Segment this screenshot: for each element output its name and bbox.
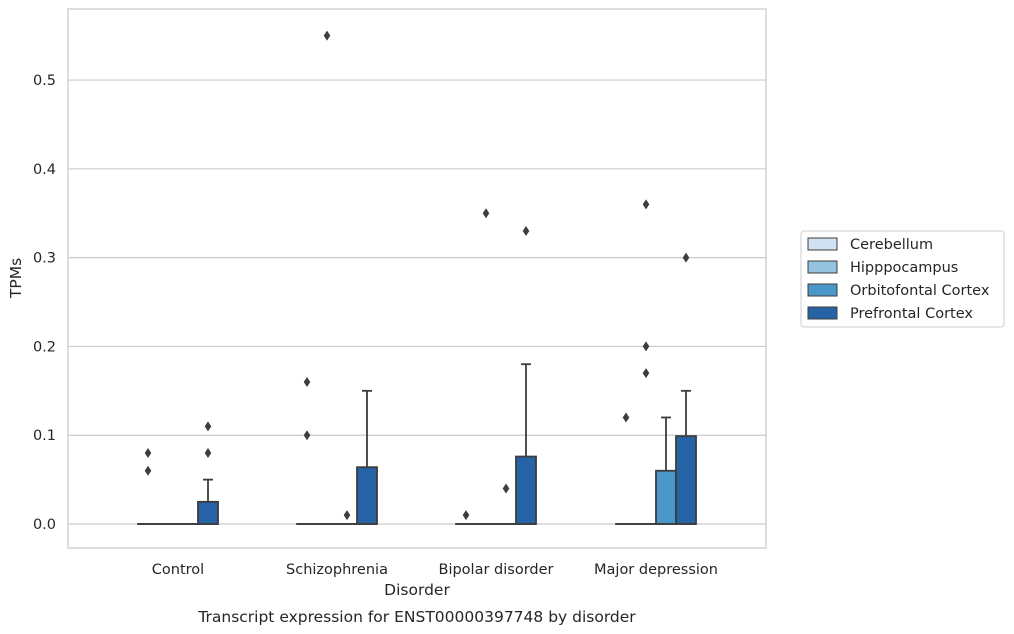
chart-caption: Transcript expression for ENST0000039774… xyxy=(197,608,636,626)
outlier-point xyxy=(622,412,630,423)
box-3-1 xyxy=(356,389,378,525)
legend-swatch xyxy=(807,237,838,251)
box-body xyxy=(197,500,219,525)
outlier-point xyxy=(204,421,212,432)
box-marks xyxy=(137,30,697,525)
outlier-point xyxy=(303,376,311,387)
box-1-2 xyxy=(475,208,497,525)
y-tick-label: 0.0 xyxy=(33,517,56,533)
box-body xyxy=(356,466,378,525)
outlier-point xyxy=(642,199,650,210)
legend-item: Cerebellum xyxy=(807,237,933,253)
legend-swatch xyxy=(807,306,838,320)
legend-item: Hipppocampus xyxy=(807,260,958,276)
box-2-2 xyxy=(495,483,517,525)
box-body xyxy=(675,435,697,525)
box-0-3 xyxy=(615,412,637,525)
box-2-1 xyxy=(336,510,358,525)
outlier-point xyxy=(522,225,530,236)
legend-label: Cerebellum xyxy=(850,237,933,253)
y-tick-label: 0.5 xyxy=(33,73,56,89)
box-1-3 xyxy=(635,199,657,525)
y-tick-label: 0.4 xyxy=(33,162,56,178)
y-axis-ticks: 0.0 0.1 0.2 0.3 0.4 0.5 xyxy=(33,73,56,533)
y-tick-label: 0.1 xyxy=(33,428,56,444)
legend-swatch xyxy=(807,283,838,297)
outlier-point xyxy=(144,447,152,458)
x-tick-label: Major depression xyxy=(594,562,718,578)
outlier-point xyxy=(642,341,650,352)
box-1-1 xyxy=(316,30,338,525)
outlier-point xyxy=(462,510,470,521)
y-tick-label: 0.2 xyxy=(33,339,56,355)
y-axis-title: TPMs xyxy=(7,258,25,299)
outlier-point xyxy=(502,483,510,494)
outlier-point xyxy=(303,430,311,441)
x-axis-title: Disorder xyxy=(384,581,450,599)
box-2-3 xyxy=(655,416,677,525)
outlier-point xyxy=(323,30,331,41)
outlier-point xyxy=(682,252,690,263)
x-axis-ticks: Control Schizophrenia Bipolar disorder Majo… xyxy=(152,562,718,578)
outlier-point xyxy=(642,368,650,379)
legend-frame xyxy=(800,230,1005,328)
x-tick-label: Bipolar disorder xyxy=(439,562,554,578)
outlier-point xyxy=(482,208,490,219)
legend: Cerebellum Hipppocampus Orbitofontal Corte… xyxy=(800,230,1005,328)
legend-item: Prefrontal Cortex xyxy=(807,306,973,322)
legend-swatch xyxy=(807,260,838,274)
y-tick-label: 0.3 xyxy=(33,251,56,267)
legend-items: Cerebellum Hipppocampus Orbitofontal Corte… xyxy=(807,237,990,322)
outlier-point xyxy=(343,510,351,521)
x-tick-label: Schizophrenia xyxy=(286,562,388,578)
box-3-0 xyxy=(197,421,219,525)
outlier-point xyxy=(144,465,152,476)
box-0-0 xyxy=(137,447,159,525)
legend-label: Hipppocampus xyxy=(850,260,958,276)
box-body xyxy=(655,469,677,525)
legend-item: Orbitofontal Cortex xyxy=(807,283,990,299)
box-body xyxy=(515,455,537,525)
legend-label: Prefrontal Cortex xyxy=(850,306,973,322)
x-tick-label: Control xyxy=(152,562,204,578)
gridlines xyxy=(68,79,766,525)
box-0-2 xyxy=(455,510,477,525)
box-3-3 xyxy=(675,252,697,525)
box-3-2 xyxy=(515,225,537,525)
outlier-point xyxy=(204,447,212,458)
legend-label: Orbitofontal Cortex xyxy=(850,283,990,299)
plot-frame xyxy=(67,8,767,549)
box-0-1 xyxy=(296,376,318,525)
